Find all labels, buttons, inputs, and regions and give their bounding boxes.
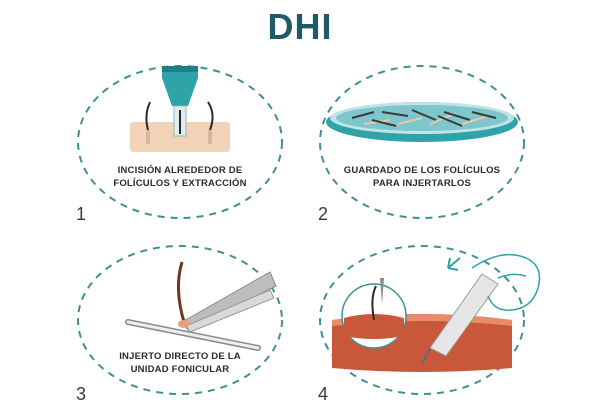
step-3-number: 3 — [76, 384, 87, 404]
implanter-pen — [429, 273, 499, 357]
step-4-dashed-outline — [319, 245, 525, 395]
graft-follicle — [177, 261, 186, 323]
step-4-number: 4 — [318, 384, 329, 404]
step-2-number: 2 — [318, 204, 329, 224]
step-2-dashed-outline — [319, 65, 525, 219]
step-1-caption: INCISIÓN ALREDEDOR DE FOLÍCULOS Y EXTRAC… — [113, 165, 247, 189]
push-arrow — [447, 257, 461, 271]
step-2-caption: GUARDADO DE LOS FOLÍCULOS PARA INJERTARL… — [343, 165, 501, 189]
step-3-panel: INJERTO DIRECTO DE LA UNIDAD FONICULAR — [70, 238, 290, 406]
hand-outline — [471, 253, 541, 311]
page-title: DHI — [267, 6, 333, 47]
step-1-number: 1 — [76, 204, 87, 224]
hair-right — [207, 101, 214, 131]
step-3-dashed-outline — [77, 245, 283, 395]
skin-block — [130, 122, 230, 152]
step-2-panel: GUARDADO DE LOS FOLÍCULOS PARA INJERTARL… — [312, 60, 532, 230]
step-1-panel: INCISIÓN ALREDEDOR DE FOLÍCULOS Y EXTRAC… — [70, 60, 290, 230]
hair-left — [145, 101, 151, 131]
step-4-panel — [312, 238, 552, 408]
follicles — [351, 109, 497, 127]
step-3-caption: INJERTO DIRECTO DE LA UNIDAD FONICULAR — [119, 351, 241, 375]
punch-tool — [162, 66, 198, 106]
